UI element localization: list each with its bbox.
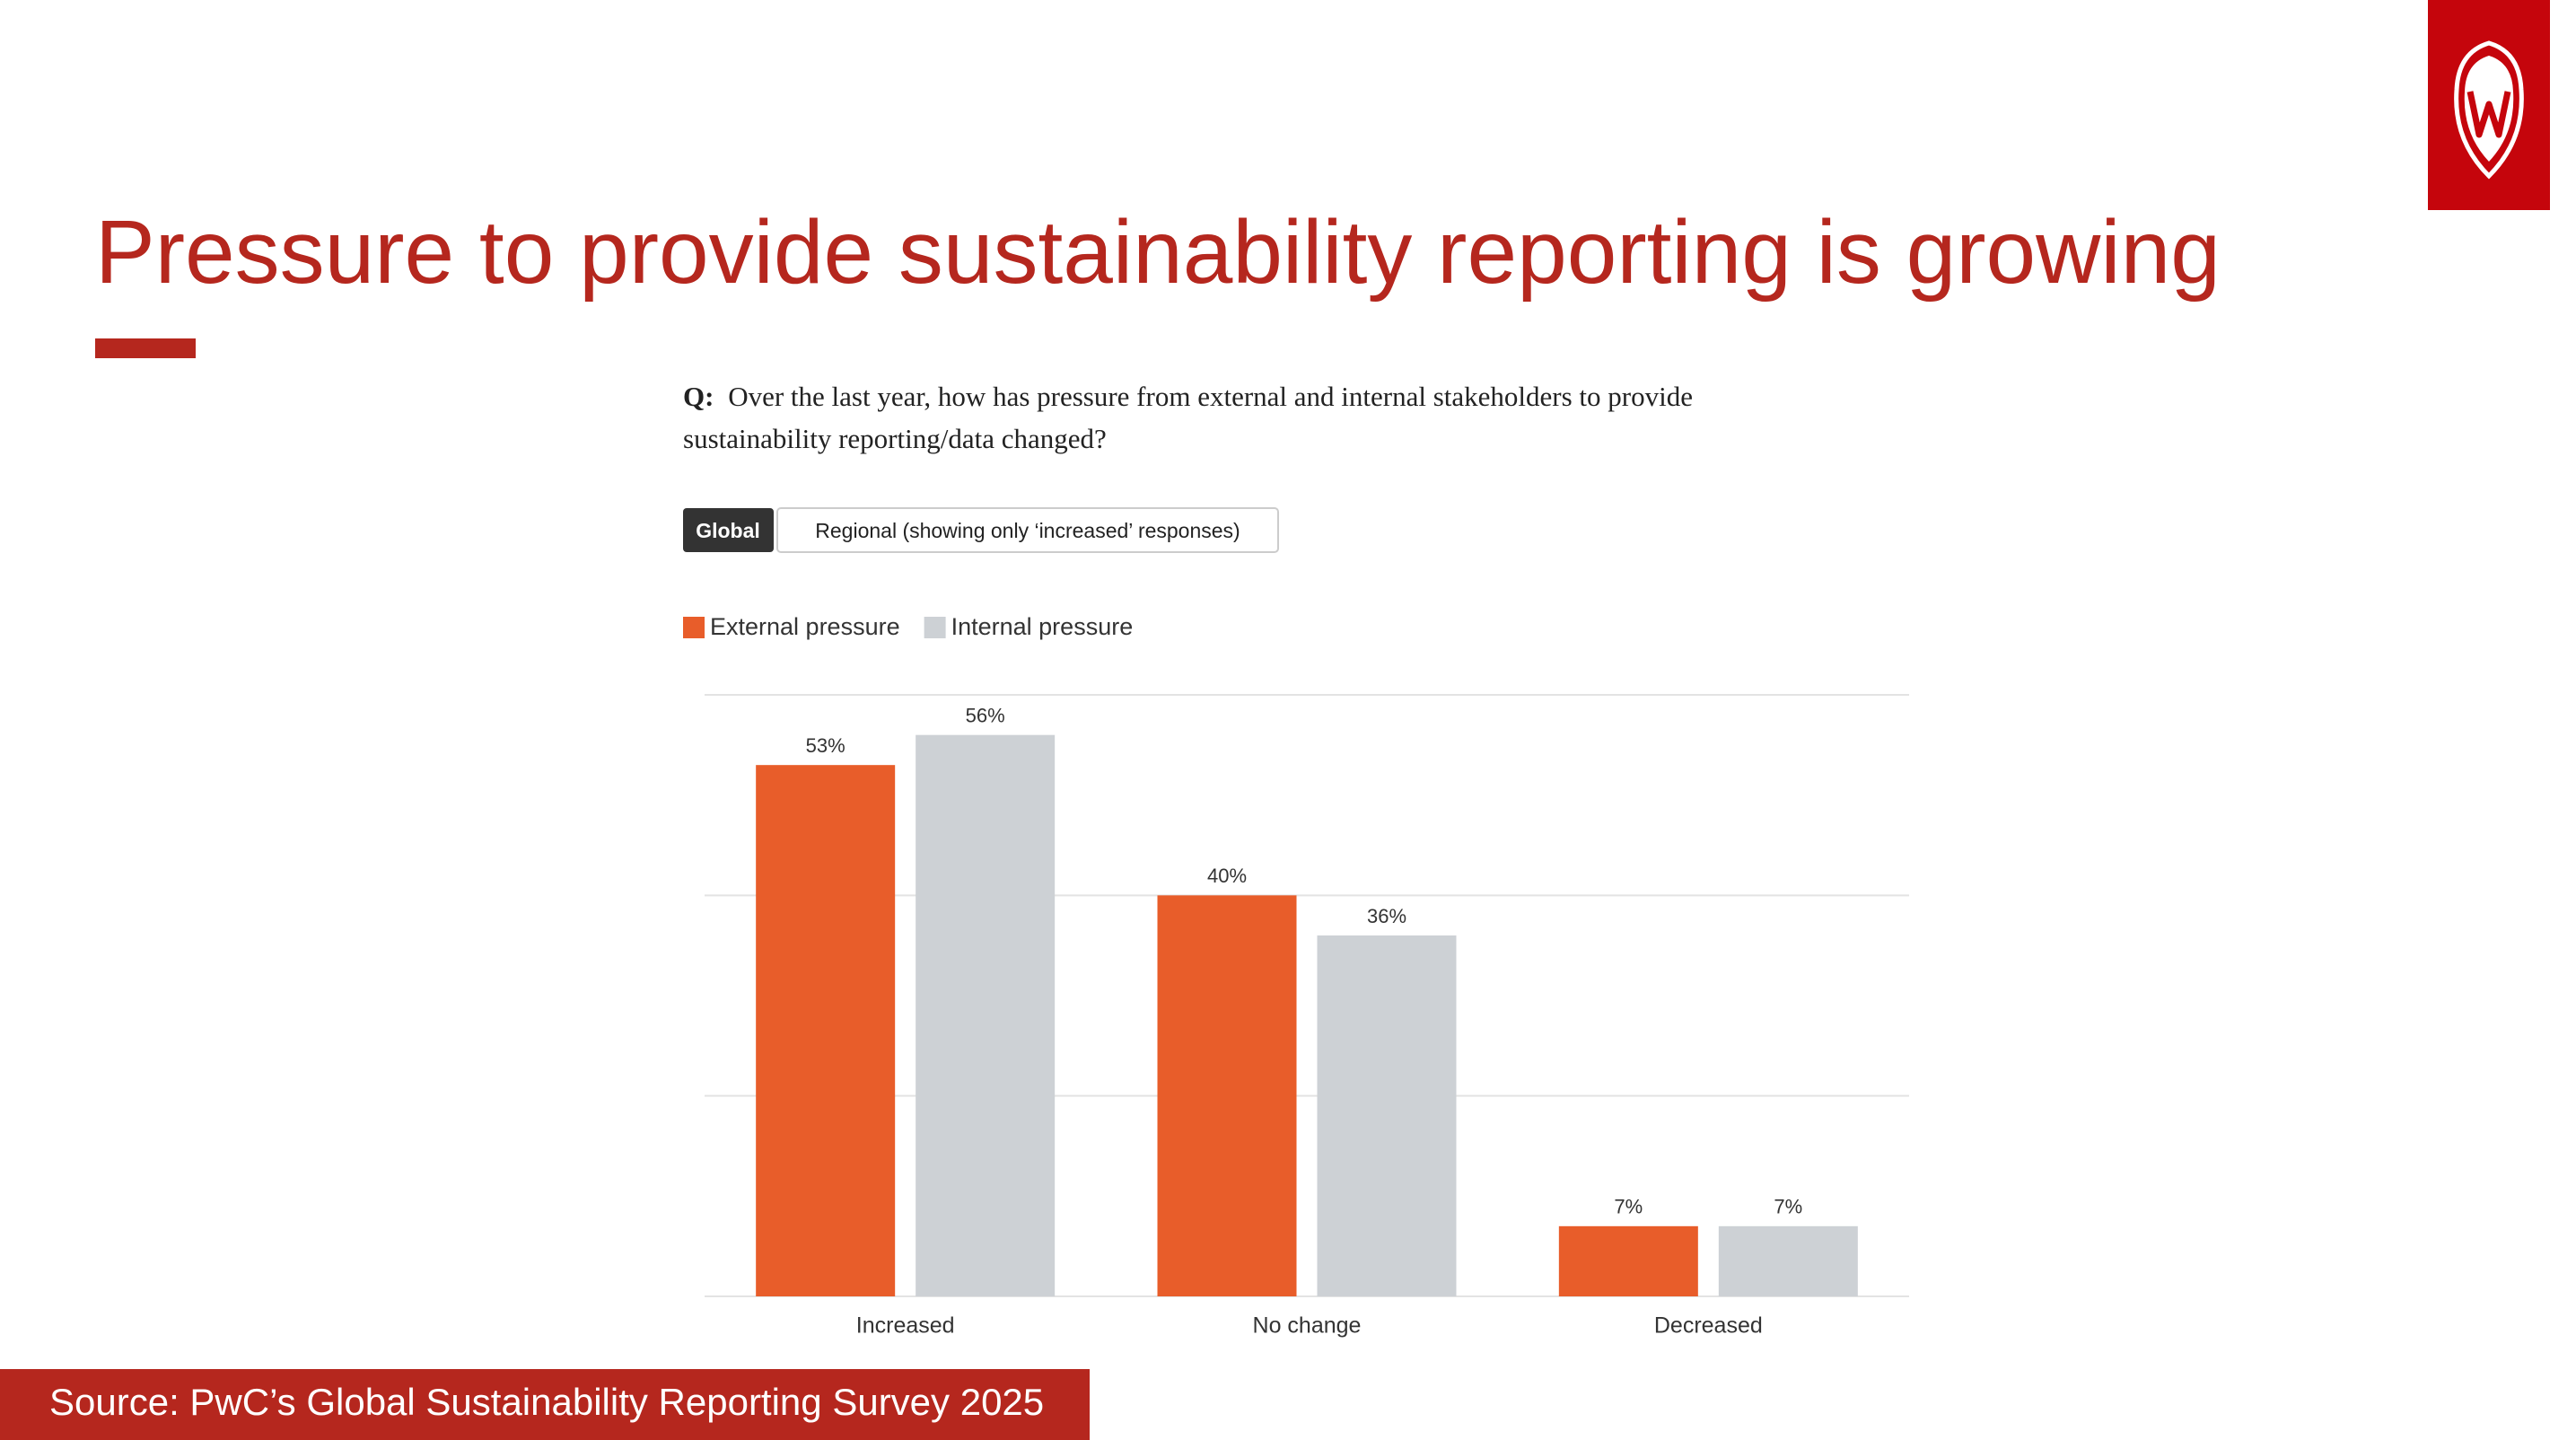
question-line: Q: Over the last year, how has pressure … — [683, 381, 1693, 412]
question-text: Over the last year, how has pressure fro… — [728, 381, 1693, 412]
tab-label[interactable]: Global — [696, 519, 760, 542]
value-label: 36% — [1367, 905, 1406, 927]
bar — [1157, 895, 1297, 1296]
value-label: 56% — [966, 704, 1005, 726]
logo — [2428, 0, 2550, 210]
chart: External pressure Internal pressure Increa… — [683, 613, 1909, 1339]
slide-title: Pressure to provide sustainability repor… — [95, 202, 2221, 303]
bar — [916, 734, 1056, 1296]
tab-regional[interactable] — [776, 507, 1279, 553]
tab-global[interactable] — [683, 508, 774, 552]
question-text: sustainability reporting/data changed? — [683, 423, 1107, 454]
value-label: 53% — [806, 734, 846, 757]
legend-label: Internal pressure — [951, 613, 1134, 640]
bar — [1558, 1225, 1698, 1296]
source-banner — [0, 1369, 1090, 1440]
x-tick-label: Decreased — [1654, 1313, 1763, 1339]
x-tick-label: No change — [1253, 1313, 1362, 1339]
bar — [1317, 935, 1457, 1296]
value-label: 7% — [1614, 1196, 1643, 1218]
x-tick-label: Increased — [856, 1313, 955, 1339]
bar — [756, 765, 896, 1296]
value-label: 7% — [1774, 1196, 1802, 1218]
tab-label[interactable]: Regional (showing only ‘increased’ respo… — [815, 519, 1240, 542]
legend-swatch — [924, 617, 946, 638]
source: Source: PwC’s Global Sustainability Repo… — [49, 1381, 1044, 1423]
legend-swatch — [683, 617, 705, 638]
legend-label: External pressure — [710, 613, 900, 640]
question-label: Q: — [683, 381, 714, 412]
value-label: 40% — [1207, 865, 1247, 887]
title-underline — [95, 338, 196, 358]
tabs: Global Regional (showing only ‘increased… — [683, 507, 1279, 553]
bar — [1718, 1225, 1858, 1296]
